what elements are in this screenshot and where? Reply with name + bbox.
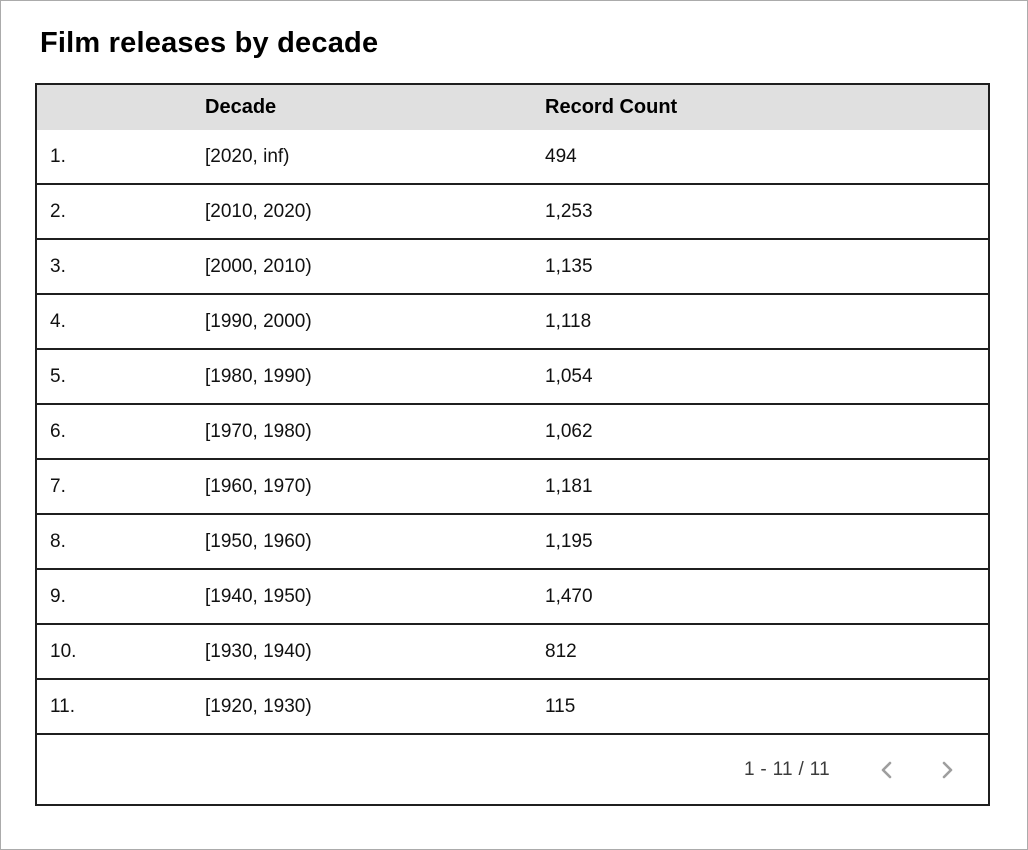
record-count-cell: 494 [545, 145, 577, 167]
table-body: 1. [2020, inf) 494 2. [2010, 2020) 1,253 3. [20… [37, 130, 988, 735]
pagination-range-label: 1 - 11 / 11 [743, 758, 830, 780]
record-count-cell: 1,135 [545, 255, 593, 277]
row-index-cell: 10. [50, 640, 77, 662]
header-decade-cell: Decade [205, 96, 277, 118]
row-index-cell: 5. [50, 365, 66, 387]
next-page-button[interactable] [934, 757, 960, 783]
table-row: 3. [2000, 2010) 1,135 [37, 240, 988, 295]
table-row: 11. [1920, 1930) 115 [37, 680, 988, 735]
record-count-cell: 1,054 [545, 365, 593, 387]
record-count-cell: 1,118 [545, 310, 592, 332]
chevron-left-icon [875, 758, 899, 782]
row-index-cell: 11. [50, 695, 76, 717]
table-row: 2. [2010, 2020) 1,253 [37, 185, 988, 240]
table-row: 8. [1950, 1960) 1,195 [37, 515, 988, 570]
decade-cell: [2020, inf) [205, 145, 290, 167]
record-count-cell: 115 [545, 695, 576, 717]
record-count-cell: 1,195 [545, 530, 593, 552]
table-row: 6. [1970, 1980) 1,062 [37, 405, 988, 460]
chevron-right-icon [935, 758, 959, 782]
decade-cell: [1920, 1930) [205, 695, 312, 717]
decade-cell: [1980, 1990) [205, 365, 312, 387]
decade-cell: [1960, 1970) [205, 475, 312, 497]
page-title: Film releases by decade [40, 27, 379, 59]
row-index-cell: 8. [50, 530, 66, 552]
film-releases-table: Decade Record Count 1. [2020, inf) 494 2. [2… [35, 83, 990, 806]
decade-cell: [1950, 1960) [205, 530, 312, 552]
table-footer: 1 - 11 / 11 [37, 735, 988, 804]
record-count-cell: 1,253 [545, 200, 593, 222]
prev-page-button[interactable] [874, 757, 900, 783]
row-index-cell: 3. [50, 255, 66, 277]
record-count-cell: 1,062 [545, 420, 593, 442]
row-index-cell: 4. [50, 310, 66, 332]
decade-cell: [1930, 1940) [205, 640, 312, 662]
record-count-cell: 1,181 [545, 475, 593, 497]
table-row: 10. [1930, 1940) 812 [37, 625, 988, 680]
decade-cell: [1940, 1950) [205, 585, 312, 607]
record-count-cell: 1,470 [545, 585, 593, 607]
row-index-cell: 2. [50, 200, 66, 222]
row-index-cell: 7. [50, 475, 66, 497]
record-count-cell: 812 [545, 640, 577, 662]
decade-cell: [2010, 2020) [205, 200, 312, 222]
table-row: 5. [1980, 1990) 1,054 [37, 350, 988, 405]
table-row: 7. [1960, 1970) 1,181 [37, 460, 988, 515]
table-row: 1. [2020, inf) 494 [37, 130, 988, 185]
row-index-cell: 6. [50, 420, 66, 442]
table-row: 9. [1940, 1950) 1,470 [37, 570, 988, 625]
decade-cell: [1970, 1980) [205, 420, 312, 442]
table-row: 4. [1990, 2000) 1,118 [37, 295, 988, 350]
decade-cell: [1990, 2000) [205, 310, 312, 332]
decade-cell: [2000, 2010) [205, 255, 312, 277]
row-index-cell: 1. [50, 145, 66, 167]
header-record-count-cell: Record Count [545, 96, 678, 118]
row-index-cell: 9. [50, 585, 66, 607]
table-header-row: Decade Record Count [37, 85, 988, 130]
